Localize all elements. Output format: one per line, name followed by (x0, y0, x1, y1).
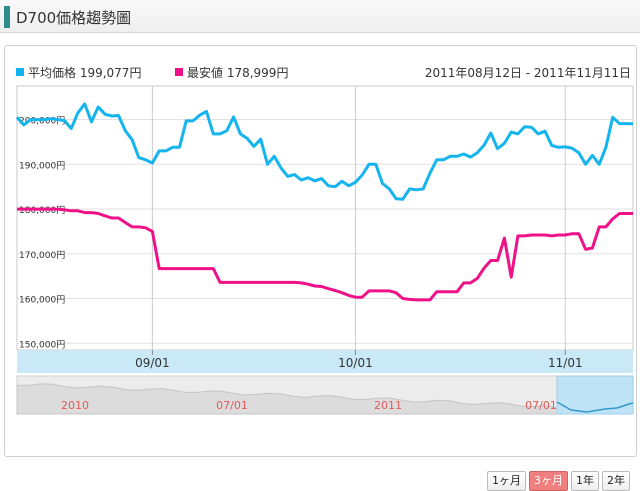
header-accent-bar (4, 6, 10, 28)
header: D700価格趨勢圖 (0, 0, 640, 33)
legend-min-label: 最安値 178,999円 (187, 65, 288, 80)
navigator-label: 07/01 (216, 399, 248, 412)
navigator-label: 2011 (374, 399, 402, 412)
navigator-label: 2010 (61, 399, 89, 412)
price-trend-chart: 平均価格 199,077円 最安値 178,999円 2011年08月12日 - 2… (15, 65, 634, 415)
y-tick-label: 170,000円 (19, 250, 65, 261)
page-title: D700価格趨勢圖 (16, 9, 132, 27)
range-button-2[interactable]: 1年 (571, 471, 599, 491)
x-axis-band (17, 350, 633, 373)
legend-min-swatch (175, 68, 183, 76)
legend-avg-swatch (16, 68, 24, 76)
range-button-0[interactable]: 1ヶ月 (487, 471, 526, 491)
min-price-line (17, 207, 633, 302)
x-tick-label: 09/01 (135, 356, 170, 370)
date-range-label: 2011年08月12日 - 2011年11月11日 (425, 66, 631, 80)
x-tick-label: 10/01 (338, 356, 373, 370)
navigator-label: 07/01 (525, 399, 557, 412)
chart-frame: 平均価格 199,077円 最安値 178,999円 2011年08月12日 - 2… (4, 45, 637, 491)
y-tick-label: 190,000円 (19, 160, 65, 171)
y-tick-label: 160,000円 (19, 295, 65, 306)
navigator-history-area (16, 383, 558, 415)
legend-avg-label: 平均価格 199,077円 (28, 65, 141, 80)
range-button-1[interactable]: 3ヶ月 (529, 471, 568, 491)
navigator-selection-line (556, 401, 634, 413)
avg-price-line (15, 102, 634, 201)
x-tick-label: 11/01 (548, 356, 583, 370)
range-selector: 1ヶ月 3ヶ月 1年 2年 (487, 471, 630, 491)
range-button-3[interactable]: 2年 (602, 471, 630, 491)
y-tick-label: 150,000円 (19, 339, 65, 350)
